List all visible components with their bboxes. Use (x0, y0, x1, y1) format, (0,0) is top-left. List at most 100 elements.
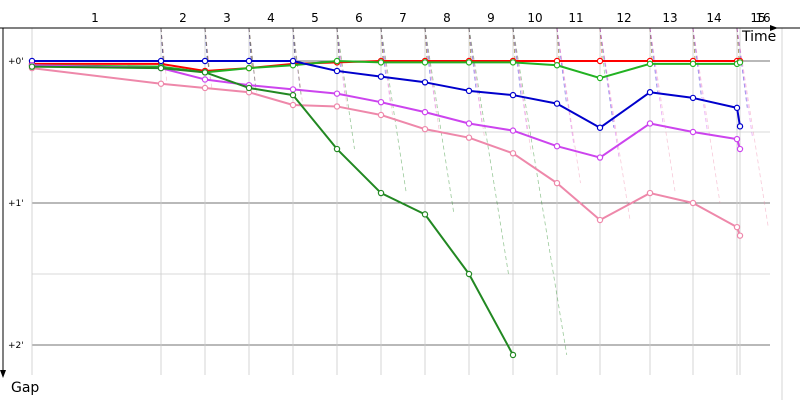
data-point (421, 59, 429, 66)
data-point (421, 79, 429, 86)
x-tick-label: 15 (750, 11, 765, 25)
data-point (596, 154, 604, 161)
data-point (157, 57, 165, 65)
series-lines (31, 60, 741, 356)
data-point (736, 123, 744, 130)
drop-line (649, 27, 653, 64)
drop-line (380, 27, 384, 63)
data-point (377, 111, 385, 119)
drop-line (556, 27, 575, 147)
x-tick-label: 4 (267, 11, 275, 25)
data-point (736, 232, 744, 239)
y-tick-label: +1' (8, 199, 24, 209)
drop-line (248, 27, 257, 93)
data-point (245, 57, 253, 65)
x-tick-label: 1 (91, 11, 99, 25)
drop-line (468, 27, 477, 91)
data-point (333, 90, 341, 97)
drop-line (292, 27, 296, 62)
data-point (689, 199, 697, 207)
drop-line (160, 27, 164, 62)
data-point (201, 76, 209, 83)
data-point (509, 91, 517, 99)
data-point (201, 57, 209, 65)
drop-line (204, 27, 213, 89)
drop-line (336, 27, 340, 62)
x-tick-label: 8 (443, 11, 451, 25)
data-point (509, 127, 517, 134)
drop-line (512, 27, 528, 131)
drop-line (468, 27, 472, 62)
drop-line (692, 27, 696, 62)
data-point (333, 67, 341, 75)
drop-line (336, 27, 342, 71)
data-point (553, 179, 561, 187)
drop-line (512, 27, 522, 96)
series-line (32, 60, 741, 129)
drop-line (204, 27, 210, 71)
data-point (333, 145, 341, 153)
data-point (646, 89, 654, 96)
data-point (421, 211, 429, 218)
data-point (596, 216, 604, 224)
drop-line (512, 27, 532, 154)
y-tick-label: +0' (8, 57, 24, 67)
x-tick-label: 6 (355, 11, 363, 25)
data-point (596, 124, 604, 131)
x-tick-label: 2 (179, 11, 187, 25)
drop-line (248, 27, 257, 89)
y-axis-arrow (0, 370, 6, 378)
drop-line (512, 27, 568, 356)
drop-line (599, 27, 606, 79)
series-points (28, 57, 744, 359)
data-point (289, 91, 297, 99)
data-point (421, 125, 429, 133)
x-tick-label: 14 (706, 11, 721, 25)
data-point (733, 135, 741, 143)
drop-line (204, 27, 210, 73)
drop-line (160, 27, 168, 84)
data-point (509, 150, 517, 157)
drop-lines (160, 27, 769, 356)
drop-line (292, 27, 302, 96)
data-point (596, 74, 604, 82)
drop-line (468, 27, 472, 63)
data-point (465, 120, 473, 127)
drop-line (736, 27, 769, 228)
data-point (289, 101, 297, 109)
data-point (689, 128, 697, 136)
data-point (646, 120, 654, 127)
y-tick-label: +2' (8, 341, 24, 351)
data-point (245, 64, 253, 72)
data-point (465, 59, 473, 66)
x-tick-label: 10 (527, 11, 542, 25)
data-point (553, 62, 561, 69)
data-point (28, 63, 36, 70)
data-point (201, 84, 209, 92)
data-point (377, 73, 385, 80)
x-tick-label: 12 (616, 11, 631, 25)
drop-line (424, 27, 437, 113)
drop-line (204, 27, 208, 62)
drop-line (424, 27, 440, 130)
data-point (646, 60, 654, 68)
drop-line (424, 27, 428, 62)
x-tick-label: 5 (311, 11, 319, 25)
data-point (245, 84, 253, 92)
drop-line (649, 27, 653, 62)
series-line (31, 65, 514, 356)
drop-line (649, 27, 664, 124)
x-tick-label: 3 (223, 11, 231, 25)
drop-line (556, 27, 581, 184)
x-tick-label: 7 (399, 11, 407, 25)
data-point (509, 59, 517, 66)
drop-line (556, 27, 560, 62)
drop-line (649, 27, 676, 194)
data-point (377, 189, 385, 197)
data-point (553, 100, 561, 107)
drop-line (248, 27, 252, 62)
data-point (157, 80, 165, 87)
data-point (465, 270, 473, 278)
drop-line (424, 27, 455, 215)
grid (31, 28, 783, 400)
